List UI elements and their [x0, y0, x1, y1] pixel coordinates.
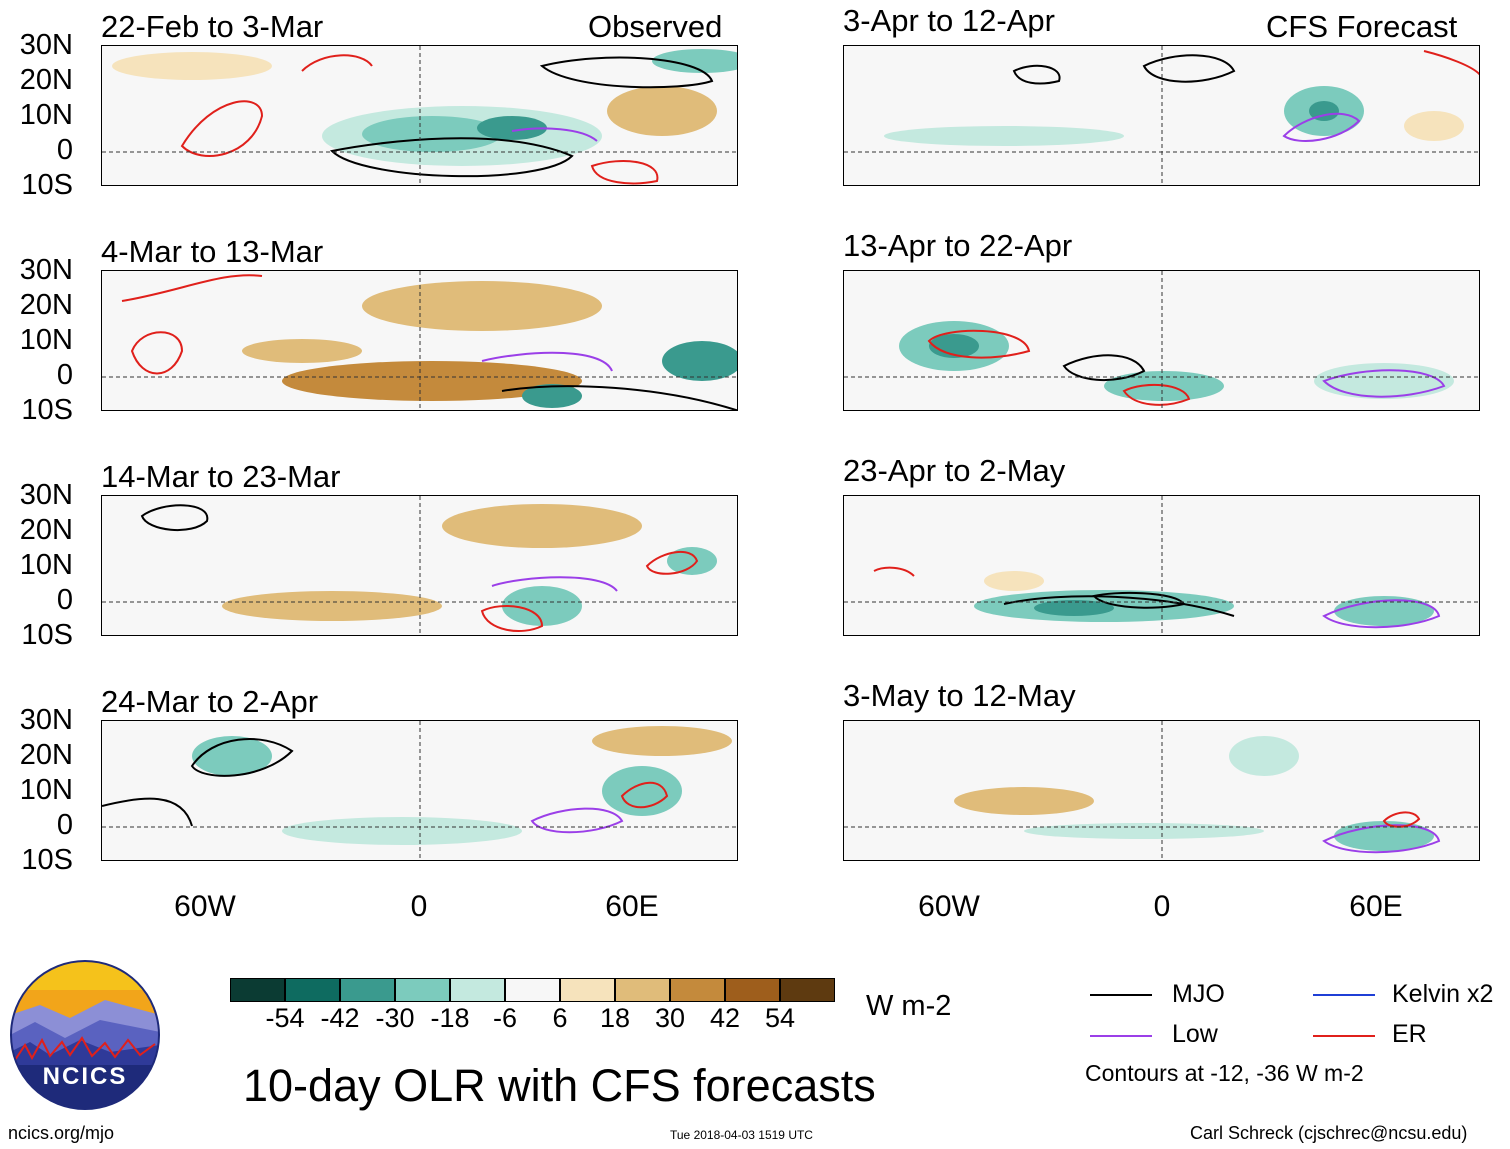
lon-tick: 60E [1349, 890, 1403, 923]
olr-field [102, 271, 737, 410]
olr-field [102, 46, 737, 185]
lat-tick: 30N [19, 704, 73, 736]
colorbar-bin [670, 978, 725, 1002]
colorbar-bin [395, 978, 450, 1002]
colorbar-bin [780, 978, 835, 1002]
legend-swatch [1090, 1035, 1152, 1037]
map-panel-forecast-2 [843, 270, 1480, 411]
panel-title: 3-Apr to 12-Apr [843, 3, 1055, 38]
lat-tick: 10S [21, 619, 73, 651]
lat-tick: 10N [19, 774, 73, 806]
lon-tick: 0 [410, 890, 428, 923]
lat-tick: 0 [56, 134, 73, 166]
lat-tick: 10N [19, 99, 73, 131]
legend-swatch [1313, 994, 1375, 996]
colorbar-tick: 42 [709, 1003, 741, 1033]
lat-tick: 10N [19, 549, 73, 581]
colorbar-tick: 6 [552, 1003, 568, 1033]
map-panel-forecast-3 [843, 495, 1480, 636]
chart-title: 10-day OLR with CFS forecasts [243, 1060, 876, 1111]
lon-tick: 60W [174, 890, 236, 923]
colorbar-bin [285, 978, 340, 1002]
colorbar-bin [560, 978, 615, 1002]
forecast-label: CFS Forecast [1266, 9, 1458, 44]
map-panel-observed-1 [101, 45, 738, 186]
legend-label: Low [1172, 1020, 1218, 1048]
map-panel-forecast-4 [843, 720, 1480, 861]
legend-label: Kelvin x2 [1392, 980, 1494, 1008]
lat-tick: 20N [19, 514, 73, 546]
panel-title: 4-Mar to 13-Mar [101, 234, 324, 269]
timestamp: Tue 2018-04-03 1519 UTC [670, 1128, 813, 1142]
colorbar-bin [725, 978, 780, 1002]
lat-tick: 20N [19, 64, 73, 96]
ncics-logo: NCICS [10, 960, 160, 1110]
panel-title: 13-Apr to 22-Apr [843, 228, 1073, 263]
legend-swatch [1090, 994, 1152, 996]
footer-credit: Carl Schreck (cjschrec@ncsu.edu) [1190, 1123, 1468, 1143]
colorbar-tick: 30 [654, 1003, 686, 1033]
lat-tick: 0 [56, 809, 73, 841]
ncics-logo-graphic [10, 960, 160, 1110]
legend-label: MJO [1172, 980, 1225, 1008]
olr-field [844, 46, 1479, 185]
colorbar-bin [340, 978, 395, 1002]
panel-title: 22-Feb to 3-Mar [101, 9, 324, 44]
olr-field [844, 496, 1479, 635]
colorbar-bin [230, 978, 285, 1002]
observed-label: Observed [588, 9, 723, 44]
olr-field [844, 271, 1479, 410]
lon-tick: 60W [918, 890, 980, 923]
lat-tick: 10N [19, 324, 73, 356]
lat-tick: 30N [19, 479, 73, 511]
lon-tick: 60E [605, 890, 659, 923]
colorbar-bin [615, 978, 670, 1002]
colorbar-tick: -18 [430, 1003, 470, 1033]
lat-tick: 10S [21, 844, 73, 876]
panel-title: 14-Mar to 23-Mar [101, 459, 341, 494]
panel-title: 24-Mar to 2-Apr [101, 684, 319, 719]
map-panel-observed-3 [101, 495, 738, 636]
colorbar-tick: 54 [764, 1003, 796, 1033]
lat-tick: 0 [56, 359, 73, 391]
olr-field [102, 496, 737, 635]
map-panel-observed-4 [101, 720, 738, 861]
contour-note: Contours at -12, -36 W m-2 [1085, 1060, 1364, 1086]
olr-field [102, 721, 737, 860]
colorbar-tick: 18 [599, 1003, 631, 1033]
colorbar-bin [450, 978, 505, 1002]
units-label: W m-2 [866, 990, 952, 1022]
logo-text: NCICS [42, 1063, 128, 1090]
lon-tick: 0 [1153, 890, 1171, 923]
colorbar-tick: -42 [320, 1003, 360, 1033]
lat-tick: 30N [19, 29, 73, 61]
footer-url[interactable]: ncics.org/mjo [8, 1123, 115, 1143]
legend-swatch [1313, 1035, 1375, 1037]
colorbar-tick: -6 [492, 1003, 517, 1033]
lat-tick: 20N [19, 739, 73, 771]
colorbar-bin [505, 978, 560, 1002]
lat-tick: 30N [19, 254, 73, 286]
lat-tick: 20N [19, 289, 73, 321]
colorbar-tick: -54 [265, 1003, 305, 1033]
lat-tick: 0 [56, 584, 73, 616]
panel-title: 23-Apr to 2-May [843, 453, 1066, 488]
legend-label: ER [1392, 1020, 1427, 1048]
panel-title: 3-May to 12-May [843, 678, 1076, 713]
lat-tick: 10S [21, 169, 73, 201]
lat-tick: 10S [21, 394, 73, 426]
map-panel-forecast-1 [843, 45, 1480, 186]
colorbar-tick: -30 [375, 1003, 415, 1033]
map-panel-observed-2 [101, 270, 738, 411]
olr-field [844, 721, 1479, 860]
